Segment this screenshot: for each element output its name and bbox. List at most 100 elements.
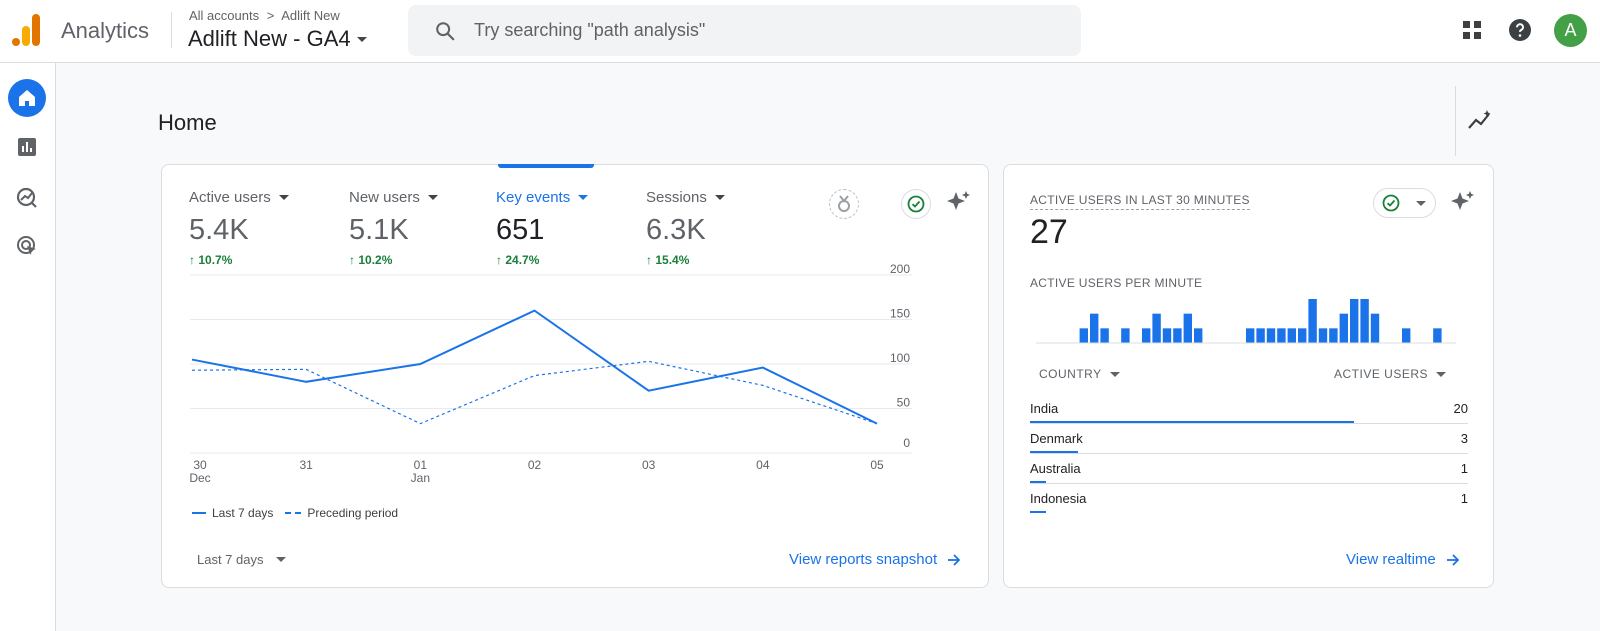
country-name: Denmark — [1030, 431, 1083, 446]
search-bar[interactable] — [408, 5, 1081, 56]
chevron-down-icon — [356, 36, 367, 42]
per-minute-bar — [1162, 328, 1172, 343]
per-minute-bar — [1183, 313, 1192, 343]
selected-metric-indicator — [498, 164, 594, 168]
x-tick-label: 01 — [414, 458, 428, 472]
top-bar: Analytics All accounts > Adlift New Adli… — [0, 0, 1600, 63]
country-users: 1 — [1460, 491, 1468, 506]
per-minute-bar — [1079, 328, 1088, 343]
help-icon[interactable] — [1506, 16, 1534, 44]
x-tick-label: 05 — [870, 458, 884, 472]
realtime-title[interactable]: ACTIVE USERS IN LAST 30 MINUTES — [1030, 193, 1250, 210]
link-label: View reports snapshot — [789, 551, 938, 568]
metric-change: ↑ 15.4% — [646, 253, 690, 267]
legend-label: Last 7 days — [212, 506, 274, 520]
apps-grid-icon[interactable] — [1458, 16, 1486, 44]
per-minute-bar — [1370, 313, 1380, 343]
metric-value: 5.4K — [189, 214, 249, 246]
search-icon — [436, 22, 455, 41]
y-tick-label: 0 — [903, 436, 910, 450]
per-minute-bar — [1256, 328, 1265, 343]
per-minute-bar — [1194, 328, 1203, 343]
breadcrumb-root[interactable]: All accounts — [189, 8, 260, 23]
nav-home-icon[interactable] — [8, 79, 46, 117]
per-minute-bar — [1090, 313, 1099, 343]
metric-sessions[interactable]: Sessions 6.3K ↑ 15.4% — [646, 189, 725, 267]
insights-icon[interactable] — [1467, 108, 1493, 139]
x-tick-label: Jan — [411, 471, 430, 485]
y-tick-label: 150 — [890, 307, 910, 321]
link-label: View realtime — [1346, 551, 1436, 568]
chevron-down-icon — [275, 557, 286, 562]
table-row: India 20 — [1030, 397, 1468, 427]
table-row: Denmark 3 — [1030, 427, 1468, 457]
view-reports-snapshot-link[interactable]: View reports snapshot — [789, 551, 961, 568]
country-users: 1 — [1460, 461, 1468, 476]
chevron-down-icon — [278, 195, 289, 200]
row-divider — [1030, 453, 1468, 454]
series-line-last-7-days — [191, 309, 878, 425]
metric-new-users[interactable]: New users 5.1K ↑ 10.2% — [349, 189, 438, 267]
view-realtime-link[interactable]: View realtime — [1346, 551, 1460, 568]
avatar[interactable]: A — [1554, 14, 1587, 47]
search-input[interactable] — [474, 5, 1054, 56]
per-minute-bar — [1298, 328, 1307, 343]
per-minute-bar — [1142, 328, 1151, 343]
country-users: 3 — [1460, 431, 1468, 446]
nav-reports-icon[interactable] — [8, 128, 46, 166]
metric-label: New users — [349, 189, 420, 206]
sparkle-icon[interactable] — [944, 187, 974, 217]
property-name: Adlift New - GA4 — [188, 26, 351, 51]
header-divider — [171, 12, 172, 48]
row-divider — [1030, 423, 1468, 424]
breadcrumb-account[interactable]: Adlift New — [281, 8, 340, 23]
awards-icon[interactable] — [829, 189, 859, 219]
country-name: Australia — [1030, 461, 1081, 476]
row-divider — [1030, 483, 1468, 484]
metric-active-users[interactable]: Active users 5.4K ↑ 10.7% — [189, 189, 289, 267]
nav-advertising-icon[interactable] — [8, 227, 46, 265]
metric-change: ↑ 10.2% — [349, 253, 393, 267]
check-circle-icon[interactable] — [901, 189, 931, 219]
x-tick-label: 03 — [642, 458, 656, 472]
app-name: Analytics — [61, 18, 150, 43]
nav-explore-icon[interactable] — [8, 178, 46, 216]
share-bar — [1030, 511, 1046, 513]
sparkle-icon[interactable] — [1448, 187, 1478, 217]
column-header-country[interactable]: COUNTRY — [1039, 367, 1120, 381]
country-name: India — [1030, 401, 1059, 416]
per-minute-bar — [1360, 299, 1369, 343]
share-bar — [1030, 481, 1046, 483]
date-range-selector[interactable]: Last 7 days — [197, 552, 286, 567]
per-minute-bar — [1266, 328, 1276, 343]
x-tick-label: 30 — [193, 458, 207, 472]
y-tick-label: 200 — [890, 262, 910, 276]
realtime-status-dropdown[interactable] — [1373, 188, 1436, 218]
check-circle-icon — [1382, 194, 1400, 212]
y-tick-label: 50 — [897, 396, 911, 410]
x-tick-label: 02 — [528, 458, 542, 472]
per-minute-bar — [1100, 328, 1109, 343]
per-minute-bar — [1350, 299, 1359, 343]
analytics-logo-icon[interactable] — [12, 14, 42, 46]
left-nav — [0, 63, 56, 631]
page-title: Home — [158, 110, 217, 135]
country-users: 20 — [1453, 401, 1468, 416]
x-tick-label: Dec — [189, 471, 210, 485]
series-line-preceding-period — [191, 360, 878, 425]
chevron-down-icon — [427, 195, 438, 200]
per-minute-bar — [1402, 328, 1411, 343]
table-row: Indonesia 1 — [1030, 487, 1468, 517]
per-minute-bar — [1121, 328, 1130, 343]
property-selector[interactable]: Adlift New - GA4 — [188, 26, 367, 52]
share-bar — [1030, 451, 1078, 453]
per-minute-bar — [1152, 313, 1161, 343]
per-minute-bar — [1246, 328, 1255, 343]
per-minute-bar — [1433, 328, 1442, 343]
breadcrumb: All accounts > Adlift New — [189, 8, 340, 23]
country-name: Indonesia — [1030, 491, 1087, 506]
column-header-active-users[interactable]: ACTIVE USERS — [1334, 367, 1447, 381]
per-minute-bar — [1329, 328, 1338, 343]
metric-key-events[interactable]: Key events 651 ↑ 24.7% — [496, 189, 589, 267]
